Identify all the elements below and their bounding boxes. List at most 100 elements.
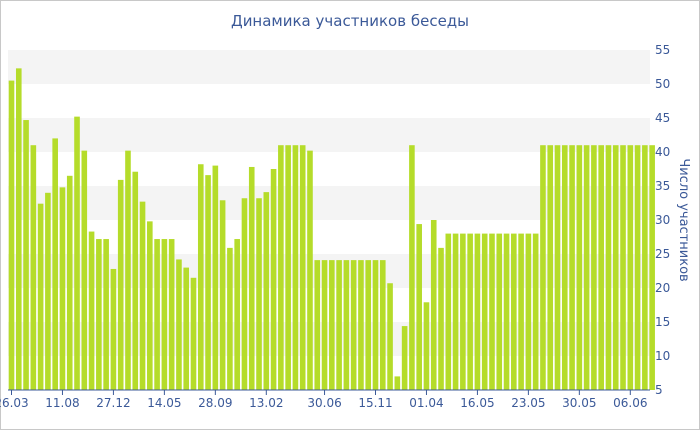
- x-tick-label: 26.03: [0, 396, 29, 410]
- bar[interactable]: [234, 239, 240, 390]
- bar[interactable]: [96, 239, 102, 390]
- bar[interactable]: [278, 145, 284, 390]
- bar[interactable]: [147, 221, 153, 390]
- bar[interactable]: [292, 145, 299, 390]
- bar[interactable]: [452, 233, 459, 390]
- bar[interactable]: [503, 233, 510, 390]
- y-tick-label: 40: [655, 145, 670, 159]
- bar[interactable]: [30, 145, 37, 390]
- bar[interactable]: [190, 277, 197, 390]
- bar[interactable]: [343, 260, 350, 390]
- bar[interactable]: [532, 233, 539, 390]
- bar[interactable]: [387, 283, 393, 390]
- bar[interactable]: [467, 233, 473, 390]
- bar[interactable]: [299, 145, 306, 390]
- bar[interactable]: [612, 145, 619, 390]
- bar[interactable]: [248, 166, 255, 390]
- bar[interactable]: [379, 260, 386, 390]
- bar[interactable]: [401, 326, 408, 390]
- bar[interactable]: [132, 171, 139, 390]
- bar[interactable]: [583, 145, 590, 390]
- bar[interactable]: [416, 224, 422, 390]
- bar[interactable]: [23, 120, 29, 390]
- bar[interactable]: [263, 192, 270, 390]
- bar[interactable]: [219, 200, 226, 390]
- bar[interactable]: [394, 376, 401, 390]
- bar[interactable]: [183, 267, 190, 390]
- bar[interactable]: [45, 192, 51, 390]
- bar[interactable]: [110, 268, 117, 390]
- bar[interactable]: [481, 233, 488, 390]
- bar[interactable]: [52, 138, 58, 390]
- bar[interactable]: [438, 247, 444, 390]
- bar[interactable]: [547, 145, 554, 390]
- bar[interactable]: [525, 233, 532, 390]
- bar[interactable]: [445, 233, 452, 390]
- x-tick-label: 30.06: [307, 396, 341, 410]
- bar[interactable]: [561, 145, 568, 390]
- y-tick-label: 45: [655, 111, 670, 125]
- grid-band: [8, 50, 650, 84]
- bar[interactable]: [496, 233, 503, 390]
- bar[interactable]: [66, 175, 73, 390]
- bar[interactable]: [125, 150, 131, 390]
- bar[interactable]: [117, 179, 124, 390]
- bar[interactable]: [569, 145, 575, 390]
- bar[interactable]: [241, 198, 248, 390]
- bar[interactable]: [88, 231, 95, 390]
- bar[interactable]: [329, 260, 335, 390]
- bar[interactable]: [350, 260, 357, 390]
- bar[interactable]: [168, 239, 175, 390]
- bar[interactable]: [423, 302, 430, 390]
- bar[interactable]: [591, 145, 597, 390]
- bar[interactable]: [554, 145, 561, 390]
- bar[interactable]: [227, 247, 233, 390]
- bar[interactable]: [336, 260, 342, 390]
- bar[interactable]: [365, 260, 372, 390]
- y-tick-label: 15: [655, 315, 670, 329]
- bar[interactable]: [285, 145, 291, 390]
- bar[interactable]: [59, 187, 66, 390]
- bar[interactable]: [307, 150, 313, 390]
- bar[interactable]: [649, 145, 655, 390]
- bar[interactable]: [103, 239, 109, 390]
- bar[interactable]: [605, 145, 612, 390]
- bar[interactable]: [8, 80, 15, 390]
- bar[interactable]: [409, 145, 415, 390]
- bar[interactable]: [212, 165, 219, 390]
- bar[interactable]: [139, 201, 146, 390]
- bar[interactable]: [576, 145, 583, 390]
- bar[interactable]: [176, 259, 182, 390]
- bar[interactable]: [37, 203, 44, 390]
- bar[interactable]: [321, 260, 328, 390]
- bar[interactable]: [74, 116, 80, 390]
- bar[interactable]: [598, 145, 604, 390]
- bar[interactable]: [620, 145, 626, 390]
- bar[interactable]: [256, 198, 262, 390]
- bar[interactable]: [489, 233, 495, 390]
- bar[interactable]: [518, 233, 524, 390]
- x-tick-label: 13.02: [249, 396, 283, 410]
- bar[interactable]: [634, 145, 641, 390]
- bar[interactable]: [15, 68, 22, 391]
- bar[interactable]: [81, 150, 88, 390]
- bar[interactable]: [474, 233, 481, 390]
- x-tick-label: 23.05: [511, 396, 545, 410]
- bar[interactable]: [270, 169, 277, 390]
- bar[interactable]: [460, 233, 466, 390]
- bar[interactable]: [197, 164, 204, 390]
- bar[interactable]: [430, 220, 437, 390]
- bar[interactable]: [358, 260, 364, 390]
- bar[interactable]: [154, 239, 160, 390]
- bar[interactable]: [511, 233, 517, 390]
- bar[interactable]: [372, 260, 379, 390]
- bar[interactable]: [642, 145, 648, 390]
- bar[interactable]: [161, 239, 168, 390]
- bar[interactable]: [314, 260, 321, 390]
- chart-title: Динамика участников беседы: [230, 12, 470, 30]
- x-tick-label: 06.06: [613, 396, 647, 410]
- bar[interactable]: [540, 145, 546, 390]
- bar[interactable]: [205, 175, 211, 390]
- bar[interactable]: [627, 145, 634, 390]
